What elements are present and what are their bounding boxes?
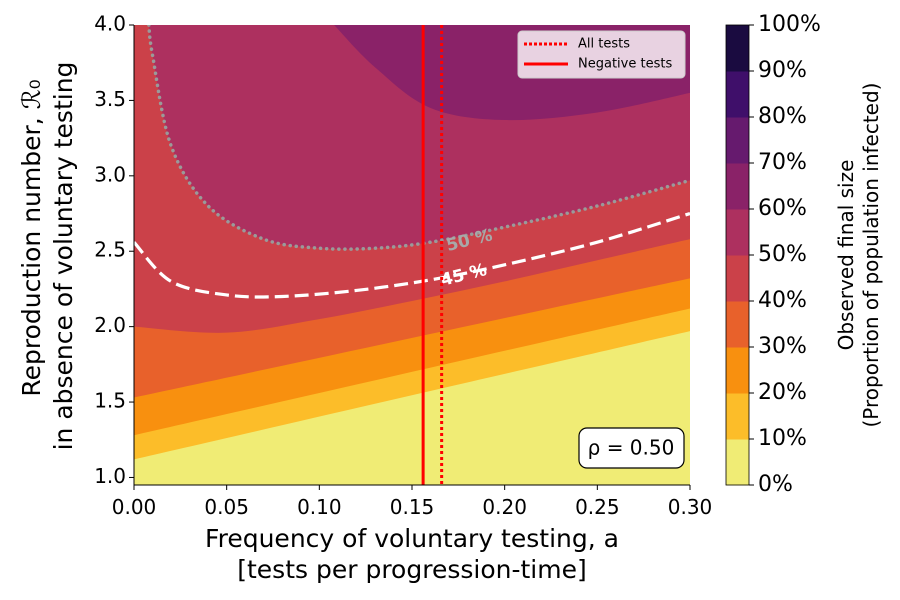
- x-tick-label: 0.05: [204, 495, 249, 519]
- colorbar-label-line2: (Proportion of population infected): [859, 83, 883, 428]
- y-axis-label-line1: Reproduction number, ℛ₀: [17, 79, 46, 396]
- colorbar-segment-20: [726, 347, 749, 394]
- colorbar-segment-40: [726, 255, 749, 302]
- x-tick-label: 0.00: [112, 495, 157, 519]
- x-tick-label: 0.25: [575, 495, 620, 519]
- y-axis-label-line2: in absence of voluntary testing: [49, 62, 78, 451]
- colorbar-tick-label: 60%: [758, 196, 807, 221]
- colorbar-segment-0: [726, 439, 749, 486]
- colorbar-segment-80: [726, 71, 749, 118]
- colorbar-tick-label: 80%: [758, 104, 807, 129]
- colorbar-segment-90: [726, 25, 749, 72]
- legend-label: All tests: [578, 37, 630, 52]
- plot-area: 50 %45 %: [134, 25, 690, 485]
- colorbar-tick-label: 70%: [758, 150, 807, 175]
- y-tick-label: 2.0: [94, 313, 126, 337]
- colorbar-segment-70: [726, 117, 749, 164]
- annotation-text: ρ = 0.50: [588, 436, 675, 460]
- colorbar-segment-30: [726, 301, 749, 348]
- colorbar-tick-label: 30%: [758, 334, 807, 359]
- annotation-box: [578, 427, 685, 469]
- colorbar-tick-label: 10%: [758, 426, 807, 451]
- y-tick-label: 3.0: [94, 162, 126, 186]
- legend-label: Negative tests: [578, 57, 672, 72]
- y-tick-label: 2.5: [94, 238, 126, 262]
- colorbar-segment-10: [726, 393, 749, 440]
- x-tick-label: 0.10: [297, 495, 342, 519]
- axes: 0.00 0.05 0.10 0.15 0.20 0.25 0.30 1.0 1.5 2.0 2.5…: [17, 12, 712, 585]
- colorbar-segment-50: [726, 209, 749, 256]
- rho-annotation: ρ = 0.50: [578, 427, 685, 469]
- y-tick-label: 3.5: [94, 87, 126, 111]
- contour-line-50: [147, 25, 690, 251]
- legend: All tests Negative tests: [517, 30, 686, 79]
- x-axis-label-line2: [tests per progression-time]: [237, 555, 586, 584]
- colorbar-tick-label: 40%: [758, 288, 807, 313]
- colorbar-segment-60: [726, 163, 749, 210]
- x-tick-label: 0.30: [668, 495, 713, 519]
- colorbar-tick-label: 0%: [758, 472, 793, 497]
- x-tick-label: 0.20: [482, 495, 527, 519]
- colorbar: 0% 10% 20% 30% 40% 50% 60% 70% 80% 90% 100% Observe…: [725, 12, 883, 497]
- y-tick-label: 4.0: [94, 12, 126, 36]
- y-tick-label: 1.5: [94, 389, 126, 413]
- contour-line-45: [134, 211, 690, 299]
- x-axis-label-line1: Frequency of voluntary testing, a: [205, 524, 619, 553]
- colorbar-label-line1: Observed final size: [834, 160, 858, 351]
- x-tick-label: 0.15: [390, 495, 435, 519]
- colorbar-tick-label: 50%: [758, 242, 807, 267]
- colorbar-tick-label: 20%: [758, 380, 807, 405]
- colorbar-tick-label: 90%: [758, 58, 807, 83]
- y-tick-label: 1.0: [94, 464, 126, 488]
- colorbar-tick-label: 100%: [758, 12, 821, 37]
